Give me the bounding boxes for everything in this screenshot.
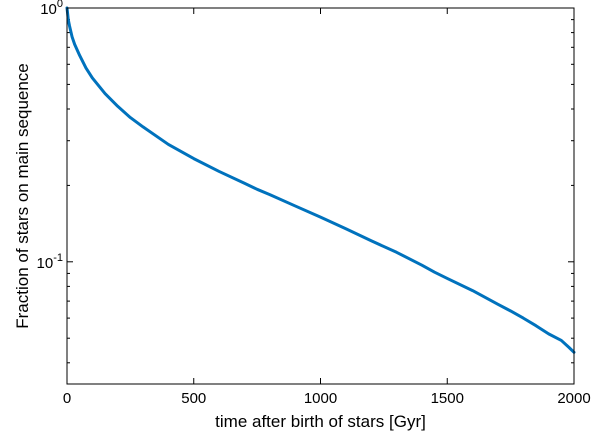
series-layer bbox=[65, 6, 576, 354]
x-tick-label: 0 bbox=[63, 390, 71, 407]
x-axis-label: time after birth of stars [Gyr] bbox=[215, 412, 426, 431]
x-tick-label: 1000 bbox=[304, 390, 337, 407]
x-tick-label: 1500 bbox=[431, 390, 464, 407]
ticks-layer: 0 500 1000 1500 2000 100 10-1 bbox=[37, 0, 591, 407]
x-tick-label: 500 bbox=[181, 390, 206, 407]
y-axis-label: Fraction of stars on main sequence bbox=[13, 63, 32, 329]
series-line bbox=[65, 6, 576, 354]
plot-area-frame bbox=[66, 7, 575, 385]
y-tick-label: 10-1 bbox=[37, 252, 63, 272]
x-tick-label: 2000 bbox=[557, 390, 590, 407]
y-tick-label: 100 bbox=[40, 0, 63, 18]
